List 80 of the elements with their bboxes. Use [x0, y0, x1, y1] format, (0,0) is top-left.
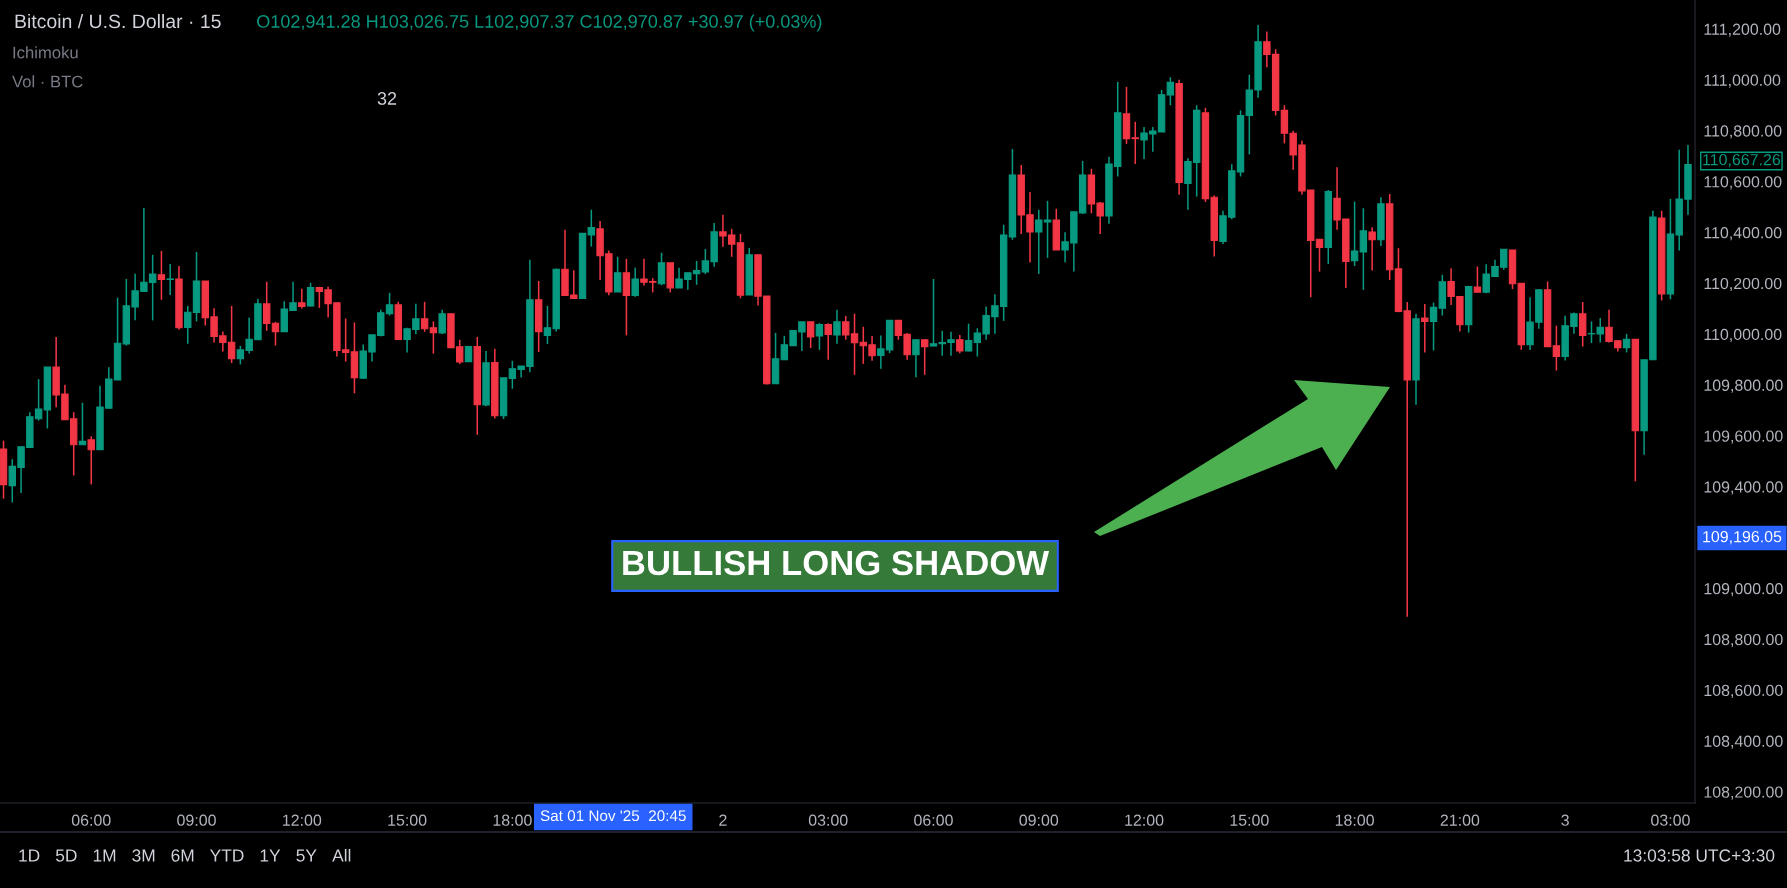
text: 13:03:58 UTC+3:30: [1624, 849, 1775, 862]
candlestick: [1350, 200, 1359, 267]
candlestick: [1429, 301, 1438, 352]
candlestick: [1421, 303, 1429, 354]
candlestick: [622, 258, 631, 337]
x-tick-label: 18:00: [1335, 814, 1374, 826]
annotation: O102,941.28 H103,026.75 L102,907.37 C102,970.87 +30.97 (+0.03%): [257, 14, 822, 32]
x-tick-label: 15:00: [388, 814, 427, 826]
candlestick: [87, 435, 95, 486]
candlestick: [429, 320, 438, 355]
candlestick: [806, 321, 815, 349]
text: 1M: [93, 849, 116, 862]
x-tick-label: 3: [1561, 814, 1569, 826]
candlestick: [157, 250, 166, 301]
candlestick: [420, 301, 429, 333]
candlestick: [1368, 226, 1376, 272]
x-tick-label: 09:00: [1019, 814, 1059, 826]
text: 1Y: [260, 849, 281, 862]
candlestick: [815, 322, 824, 351]
candlestick: [587, 209, 596, 248]
annotation: Vol · BTC: [12, 75, 83, 88]
text: 3M: [132, 849, 155, 862]
candlestick: [833, 308, 841, 345]
y-tick-label: 111,000.00: [1704, 74, 1781, 88]
candlestick: [298, 288, 306, 310]
x-tick-label: 03:00: [1651, 814, 1690, 826]
y-tick-label: 108,400.00: [1704, 735, 1783, 749]
text: YTD: [210, 849, 244, 862]
candlestick: [613, 256, 622, 293]
x-tick-label: 06:00: [71, 814, 111, 826]
annotation: Bitcoin / U.S. Dollar · 15: [15, 13, 221, 29]
y-tick-label: 110,000.00: [1704, 328, 1782, 342]
x-tick-label: 15:00: [1230, 814, 1269, 826]
x-tick-label: 21:00: [1440, 814, 1480, 826]
candlestick: [438, 308, 446, 335]
x-tick-label: 2: [719, 814, 727, 826]
annotation: BULLISH LONG SHADOW: [623, 550, 1050, 576]
y-tick-label: 109,600.00: [1704, 430, 1783, 444]
candlestick: [657, 251, 666, 287]
y-tick-label: 109,800.00: [1704, 379, 1783, 393]
y-tick-label: 108,200.00: [1704, 786, 1783, 800]
candlestick: [166, 263, 174, 296]
x-tick-label: 06:00: [914, 814, 953, 826]
y-tick-label: 110,400.00: [1704, 227, 1782, 241]
x-tick-label: 09:00: [177, 814, 216, 826]
y-tick-label: 110,800.00: [1704, 125, 1782, 139]
candlestick: [1552, 324, 1561, 372]
candlestick: [956, 334, 964, 354]
y-tick-label: 108,800.00: [1704, 633, 1783, 648]
candlestick: [1166, 76, 1175, 107]
x-tick-label: 03:00: [808, 814, 848, 826]
text: 110,667.26: [1703, 153, 1781, 168]
y-tick-label: 109,000.00: [1704, 583, 1783, 597]
text: 5D: [55, 849, 77, 862]
y-tick-label: 110,200.00: [1704, 277, 1782, 292]
candlestick: [824, 322, 832, 361]
y-tick-label: 111,200.00: [1704, 23, 1781, 37]
y-tick-label: 108,600.00: [1704, 684, 1783, 698]
text: 1D: [19, 849, 40, 862]
x-tick-label: 18:00: [493, 814, 532, 826]
y-tick-label: 110,600.00: [1704, 176, 1782, 190]
candlestick: [912, 338, 920, 379]
x-tick-label: 12:00: [283, 814, 322, 826]
candlestick: [1622, 333, 1631, 354]
candlestick: [920, 338, 929, 376]
x-tick-label: 12:00: [1125, 814, 1164, 826]
candlestick: [306, 281, 315, 308]
text: 109,196.05: [1703, 530, 1782, 545]
y-tick-label: 109,400.00: [1704, 481, 1783, 495]
candlestick: [631, 266, 639, 298]
candlestick: [1473, 265, 1482, 293]
text: 6M: [171, 849, 194, 862]
annotation: Ichimoku: [13, 46, 78, 59]
annotation: 32: [377, 92, 397, 105]
text: 5Y: [296, 849, 317, 862]
candlestick: [1578, 301, 1587, 348]
candlestick: [964, 322, 973, 353]
text: All: [332, 848, 351, 862]
candlestick: [1359, 207, 1368, 291]
text: Sat 01 Nov '25 20:45: [540, 810, 686, 822]
